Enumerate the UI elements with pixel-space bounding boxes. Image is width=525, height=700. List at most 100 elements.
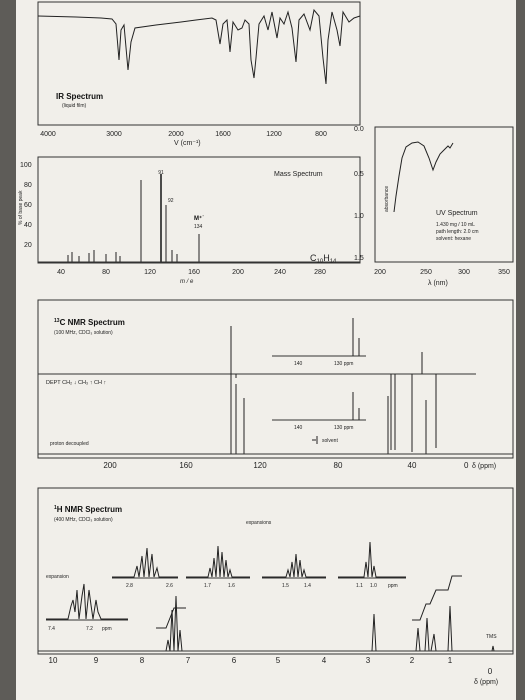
h1-main-trace	[38, 595, 513, 652]
c13-solvent-label: solvent	[322, 438, 338, 444]
ir-title: IR Spectrum	[56, 92, 103, 101]
h1-tick-2: 2	[410, 656, 415, 665]
h1-exp3-tick-b: 1.4	[304, 583, 311, 589]
ir-tick-800: 800	[315, 131, 327, 138]
c13-exp2-tick-130: 130 ppm	[334, 425, 353, 431]
uv-ytick-0: 0.0	[354, 126, 364, 133]
mass-x-label: m / e	[180, 279, 194, 285]
h1-tick-5: 5	[276, 656, 281, 665]
c13-dept-label: DEPT CH₂ ↓ CH₃ ↑ CH ↑	[46, 380, 106, 386]
c13-exp2-tick-140: 140	[294, 425, 303, 431]
uv-title: UV Spectrum	[436, 210, 478, 217]
c13-exp1-tick-140: 140	[294, 361, 303, 367]
h1-inset-tick-b: 7.2	[86, 626, 93, 632]
c13-tick-200: 200	[103, 461, 117, 470]
h1-inset-tick-a: 7.4	[48, 626, 55, 632]
h1-exp1-tick-b: 2.6	[166, 583, 173, 589]
c13-tick-120: 120	[253, 461, 267, 470]
uv-y-label: absorbance	[384, 186, 390, 212]
h1-exp4-trace	[338, 541, 406, 578]
c13-exp1-tick-130: 130 ppm	[334, 361, 353, 367]
h1-exp1-tick-a: 2.8	[126, 583, 133, 589]
uv-xtick-250: 250	[420, 269, 432, 276]
uv-xtick-350: 350	[498, 269, 510, 276]
c13-panel: 13C NMR Spectrum (100 MHz, CDCl₃ solutio…	[37, 299, 514, 470]
h1-exp4-tick-a: 1.1	[356, 583, 363, 589]
ir-trace	[37, 8, 361, 85]
mass-frame	[37, 156, 361, 264]
mass-ytick-60: 60	[24, 202, 32, 209]
h1-frame	[37, 487, 514, 655]
mass-xtick-80: 80	[102, 269, 110, 276]
h1-exp2-trace	[186, 545, 250, 578]
mass-ytick-40: 40	[24, 222, 32, 229]
c13-frame	[37, 299, 514, 459]
h1-tick-3: 3	[366, 656, 371, 665]
mass-mplus-label: M⁺˙	[194, 215, 204, 222]
h1-tick-10: 10	[49, 656, 58, 665]
ir-panel: IR Spectrum (liquid film) 4000 3000 2000…	[37, 1, 361, 147]
mass-mplus-value: 134	[194, 224, 203, 230]
mass-peak-label-91: 91	[158, 170, 164, 176]
uv-panel: 0.0 0.5 1.0 1.5 absorbance UV Spectrum 1…	[354, 126, 514, 287]
ir-tick-3000: 3000	[106, 131, 122, 138]
mass-xtick-200: 200	[232, 269, 244, 276]
h1-expansions-label: expansions	[246, 520, 272, 526]
mass-peak-label-92: 92	[168, 198, 174, 204]
h1-tick-6: 6	[232, 656, 237, 665]
h1-tick-8: 8	[140, 656, 145, 665]
spectra-figure: IR Spectrum (liquid film) 4000 3000 2000…	[18, 1, 514, 686]
c13-axis-unit: δ (ppm)	[472, 463, 496, 470]
h1-tick-1: 1	[448, 656, 453, 665]
mass-xtick-120: 120	[144, 269, 156, 276]
uv-frame	[374, 126, 514, 263]
uv-xtick-300: 300	[458, 269, 470, 276]
mass-y-label: % of base peak	[18, 190, 24, 225]
c13-title: 13C NMR Spectrum	[54, 318, 125, 327]
uv-ytick-05: 0.5	[354, 171, 364, 178]
h1-axis-unit: δ (ppm)	[474, 679, 498, 686]
spectra-sheet: IR Spectrum (liquid film) 4000 3000 2000…	[16, 0, 516, 700]
mass-xtick-40: 40	[57, 269, 65, 276]
c13-proton-label: proton decoupled	[50, 441, 89, 447]
h1-integration-aliphatic	[412, 575, 462, 621]
c13-subtitle: (100 MHz, CDCl₃ solution)	[54, 330, 113, 336]
mass-ytick-80: 80	[24, 182, 32, 189]
h1-tms-label: TMS	[486, 634, 497, 640]
uv-ytick-10: 1.0	[354, 213, 364, 220]
c13-tick-80: 80	[334, 461, 343, 470]
h1-exp2-tick-b: 1.6	[228, 583, 235, 589]
h1-expansion-label: expansion	[46, 574, 69, 580]
h1-title: 1H NMR Spectrum	[54, 505, 122, 514]
ir-tick-1600: 1600	[215, 131, 231, 138]
ir-tick-2000: 2000	[168, 131, 184, 138]
uv-trace	[393, 141, 454, 213]
uv-ytick-15: 1.5	[354, 255, 364, 262]
c13-solvent-marker	[312, 436, 318, 444]
uv-solvent: solvent: hexane	[436, 236, 471, 242]
h1-tick-9: 9	[94, 656, 99, 665]
mass-ytick-100: 100	[20, 162, 32, 169]
h1-subtitle: (400 MHz, CDCl₃ solution)	[54, 517, 113, 523]
ir-subtitle: (liquid film)	[62, 103, 87, 109]
h1-tick-0: 0	[488, 667, 493, 676]
uv-path-length: path length: 2.0 cm	[436, 229, 479, 235]
ir-tick-4000: 4000	[40, 131, 56, 138]
mass-peaks	[67, 174, 200, 262]
h1-panel: 1H NMR Spectrum (400 MHz, CDCl₃ solution…	[37, 487, 514, 686]
c13-tick-160: 160	[179, 461, 193, 470]
mass-xtick-280: 280	[314, 269, 326, 276]
h1-tick-7: 7	[186, 656, 191, 665]
mass-title: Mass Spectrum	[274, 171, 323, 178]
h1-tick-4: 4	[322, 656, 327, 665]
c13-tick-40: 40	[408, 461, 417, 470]
mass-panel: % of base peak 100 80 60 40 20 91 92 M⁺˙…	[18, 156, 361, 285]
mass-ytick-20: 20	[24, 242, 32, 249]
h1-exp3-tick-a: 1.5	[282, 583, 289, 589]
h1-inset-unit: ppm	[102, 626, 112, 632]
h1-inset-trace	[46, 583, 128, 620]
uv-x-label: λ (nm)	[428, 280, 448, 287]
ir-x-label: V (cm⁻¹)	[174, 140, 201, 147]
uv-xtick-200: 200	[374, 269, 386, 276]
h1-exp3-trace	[262, 553, 326, 578]
